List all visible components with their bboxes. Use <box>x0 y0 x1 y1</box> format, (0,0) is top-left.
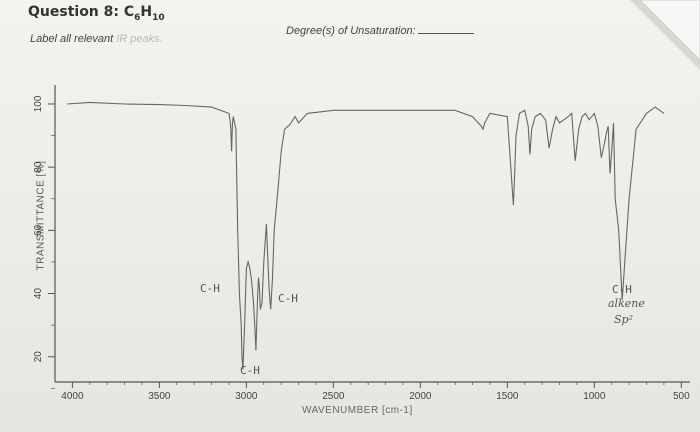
x-tick-label-1000: 1000 <box>583 391 606 402</box>
x-tick-label-2000: 2000 <box>409 391 432 402</box>
x-tick-label-2500: 2500 <box>322 391 345 402</box>
question-title: Question 8: C6H10 <box>28 4 165 23</box>
degree-answer-blank[interactable] <box>417 23 474 34</box>
y-tick-label-60: 60 <box>33 224 44 236</box>
annotation-ch-4: C-H <box>612 283 632 296</box>
y-tick-label-100: 100 <box>33 95 44 112</box>
y-tick-label-40: 40 <box>33 288 44 300</box>
x-axis-label: WAVENUMBER [cm-1] <box>302 405 413 416</box>
x-tick-label-3500: 3500 <box>148 391 171 402</box>
y-tick-label-80: 80 <box>33 161 44 173</box>
y-tick-label-20: 20 <box>33 351 44 363</box>
x-tick-label-500: 500 <box>673 391 690 402</box>
spectrum-line <box>67 101 665 370</box>
folded-corner <box>630 0 700 70</box>
annotation-ch-2: C-H <box>278 292 298 305</box>
annotation-ch-1: C-H <box>200 282 220 295</box>
annotation-ch-3: C-H <box>240 364 260 377</box>
annotation-alkene: alkene <box>608 297 645 310</box>
annotation-sp2: Sp² <box>614 313 633 326</box>
chart-axes <box>54 85 690 383</box>
degree-of-unsaturation-label: Degree(s) of Unsaturation: <box>286 23 474 37</box>
x-tick-label-3000: 3000 <box>235 391 258 402</box>
x-tick-label-4000: 4000 <box>61 391 84 402</box>
x-tick-label-1500: 1500 <box>496 391 519 402</box>
instructions-text: Label all relevant IR peaks. <box>30 33 163 45</box>
